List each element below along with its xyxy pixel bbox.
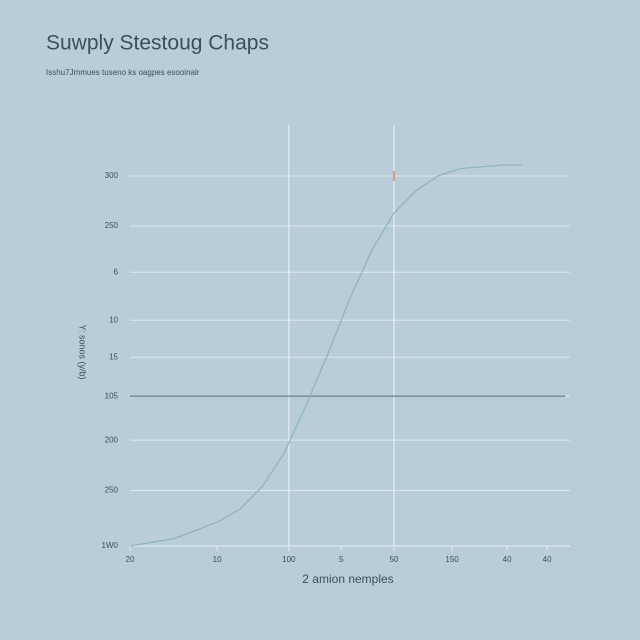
y-tick-label: 300	[105, 171, 119, 180]
y-tick-label: 200	[105, 435, 119, 444]
y-axis-label: Y: sonos (y/b)	[78, 324, 88, 379]
y-tick-label: 105	[105, 391, 119, 400]
x-tick-label: 100	[282, 555, 296, 564]
x-tick-label: 10	[213, 555, 222, 564]
y-tick-label: 15	[109, 352, 118, 361]
line-series	[129, 164, 522, 547]
x-tick-label: 20	[126, 555, 135, 564]
y-tick-label: 6	[114, 267, 119, 276]
chart-subtitle: Isshu7Jmmues tuseno ks oagpes esooinalr	[46, 68, 200, 77]
x-tick-label: 5	[339, 555, 344, 564]
x-tick-label: 50	[390, 555, 399, 564]
x-tick-label: 40	[503, 555, 512, 564]
x-tick-label: 40	[543, 555, 552, 564]
y-tick-label: 250	[105, 221, 119, 230]
y-tick-label: 10	[109, 315, 118, 324]
x-tick-label: 150	[445, 555, 459, 564]
y-tick-label: 250	[105, 486, 119, 495]
y-tick-label: 1W0	[102, 541, 119, 550]
x-axis-label: 2 amion nemples	[302, 572, 393, 586]
chart-title: Suwply Stestoug Chaps	[46, 32, 269, 55]
